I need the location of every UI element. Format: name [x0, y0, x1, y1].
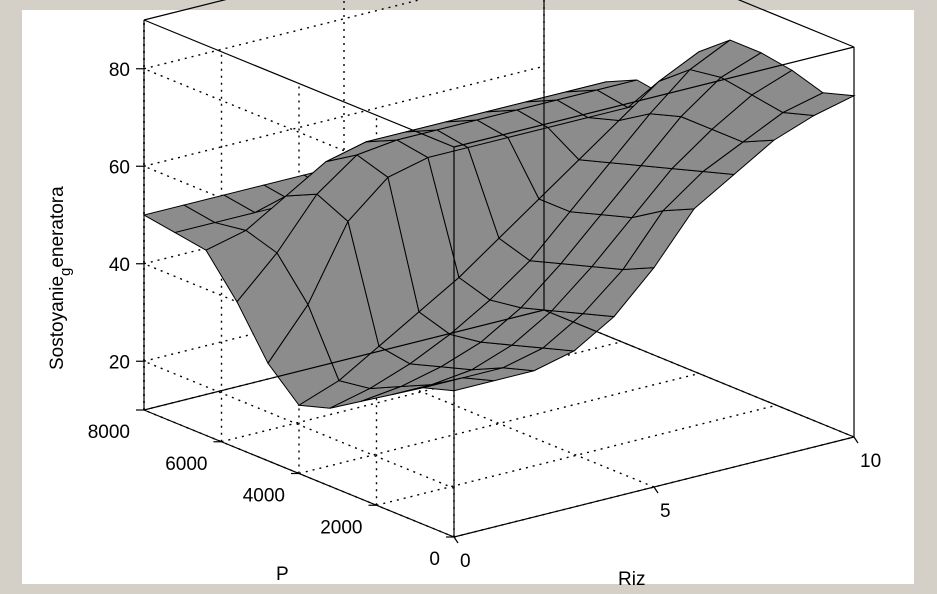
- x-axis-label: Riz: [618, 569, 645, 590]
- x-tick-mark: [653, 486, 659, 494]
- box-edge: [453, 46, 855, 148]
- y-tick-label: 6000: [165, 454, 207, 475]
- svg-text:Sostoyaniegeneratora: Sostoyaniegeneratora: [47, 186, 74, 370]
- grid-line: [376, 404, 777, 506]
- x-tick-label: 0: [460, 551, 471, 572]
- grid-line: [143, 65, 545, 167]
- z-axis-label-sub: g: [57, 268, 74, 276]
- x-tick-label: 5: [660, 501, 671, 522]
- y-tick-label: 2000: [320, 517, 362, 538]
- y-axis-label: P: [276, 564, 289, 585]
- z-tick-label: 40: [109, 255, 130, 276]
- z-tick-label: 80: [109, 60, 130, 81]
- z-axis-label: Sostoyaniegeneratora: [47, 186, 74, 370]
- z-axis-label-rest: eneratora: [47, 186, 68, 268]
- surface-mesh: [142, 39, 856, 409]
- x-tick-label: 10: [860, 451, 881, 472]
- box-edge: [543, 309, 855, 438]
- y-tick-label: 4000: [243, 486, 285, 507]
- box-edge: [143, 19, 455, 148]
- grid-line: [298, 372, 700, 475]
- z-tick-label: 20: [109, 352, 130, 373]
- x-tick-mark: [853, 436, 859, 444]
- y-tick-label: 8000: [88, 422, 130, 443]
- z-tick-label: 60: [109, 157, 130, 178]
- x-tick-mark: [453, 536, 459, 544]
- surface-patch: [781, 92, 856, 117]
- box-edge: [737, 0, 855, 48]
- tick-labels: 0 5 10 0 2000 4000 6000 8000 20 40 60 80: [88, 60, 881, 572]
- box-edge: [143, 309, 545, 411]
- y-tick-label: 0: [429, 549, 440, 570]
- box-edge: [143, 0, 227, 21]
- z-axis-label-main: Sostoyanie: [47, 276, 68, 370]
